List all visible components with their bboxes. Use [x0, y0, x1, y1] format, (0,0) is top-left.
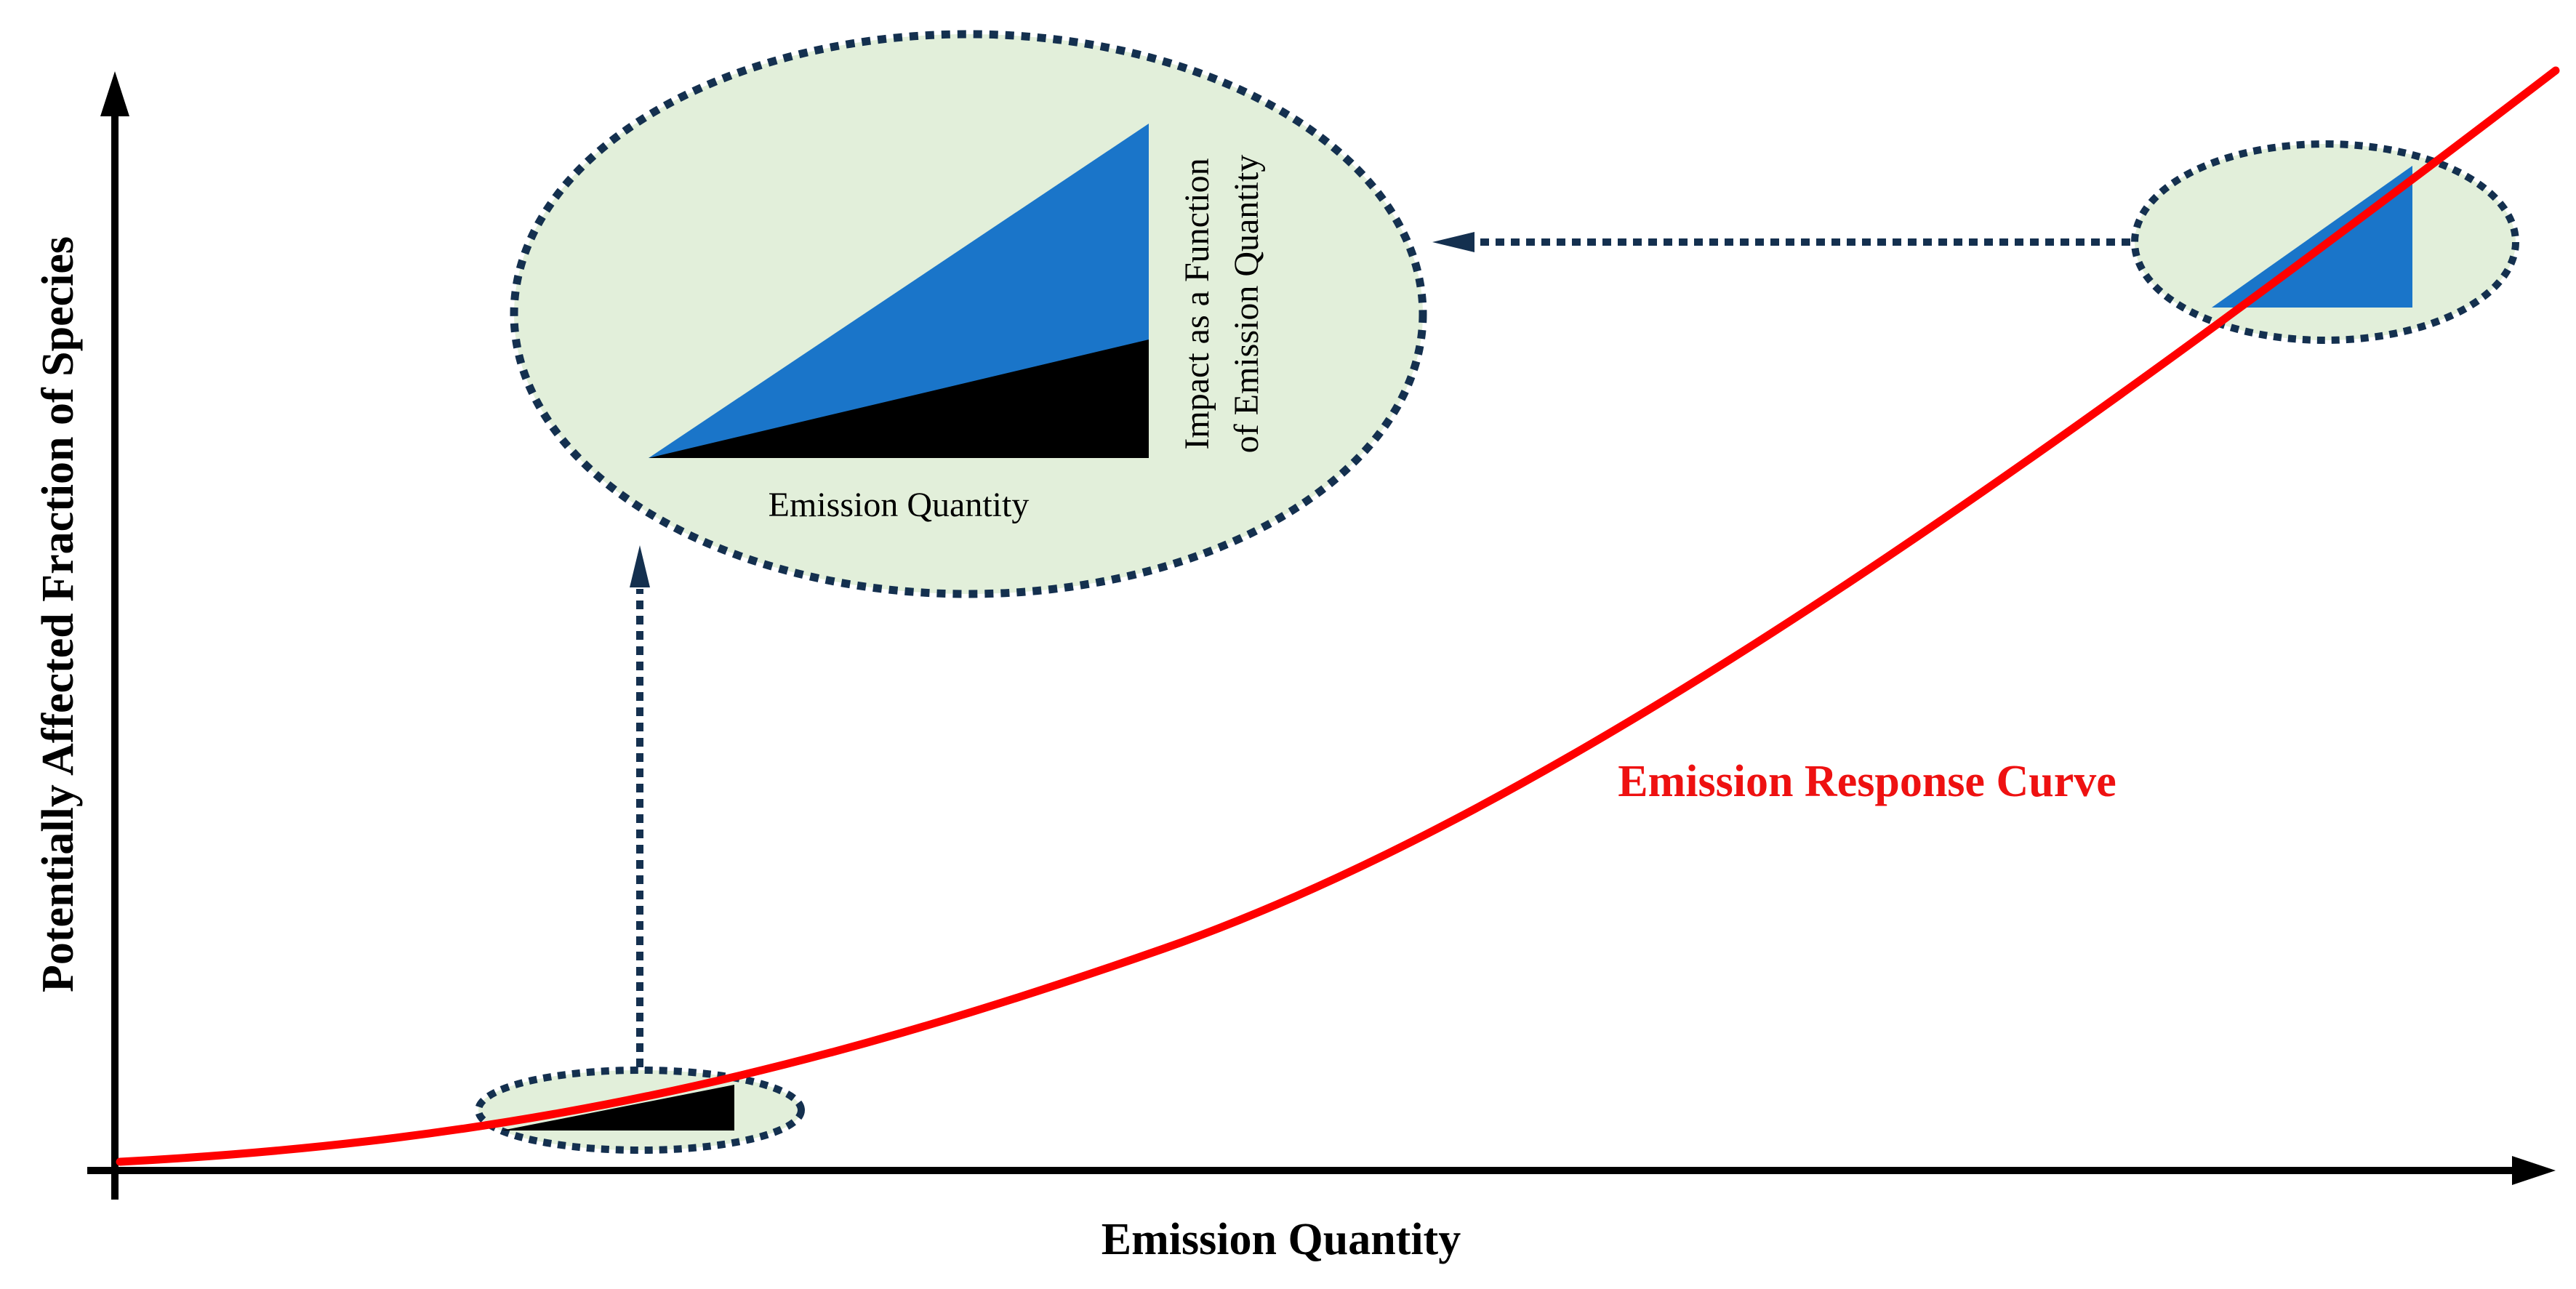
horizontal-dashed-arrowhead — [1432, 232, 1474, 252]
x-axis-arrowhead — [2512, 1156, 2556, 1185]
lower-black-triangle — [502, 1085, 734, 1131]
inset-y-label-line2: of Emission Quantity — [1227, 155, 1266, 454]
inset-y-label-line1: Impact as a Function — [1178, 158, 1216, 449]
x-axis-label: Emission Quantity — [1102, 1215, 1461, 1264]
inset-black-triangle — [649, 340, 1149, 458]
curve-label: Emission Response Curve — [1618, 757, 2116, 806]
y-axis-arrowhead — [100, 71, 129, 116]
vertical-dashed-arrowhead — [630, 545, 650, 587]
inset-x-label: Emission Quantity — [769, 486, 1030, 524]
upper-blue-triangle — [2212, 166, 2412, 308]
emission-response-curve — [116, 66, 2560, 1166]
y-axis-label: Potentially Affected Fraction of Species — [33, 236, 83, 992]
